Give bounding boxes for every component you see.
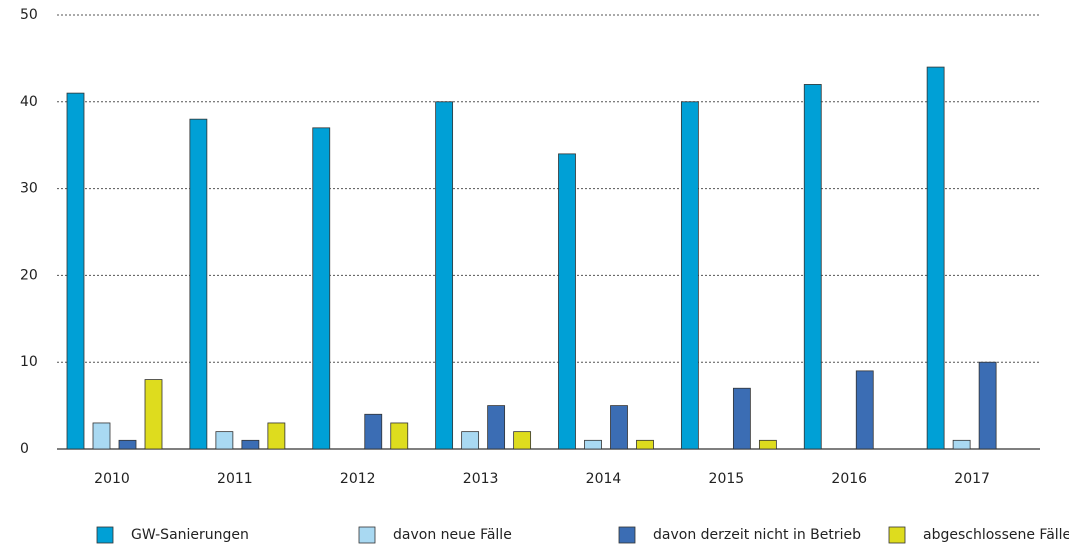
- x-tick-label: 2011: [217, 471, 253, 487]
- legend-swatch: [96, 526, 114, 544]
- bar: [584, 439, 602, 450]
- bar: [978, 361, 997, 450]
- bar: [803, 84, 822, 450]
- legend-swatch: [618, 526, 636, 544]
- bar: [92, 422, 111, 450]
- bar: [610, 405, 628, 450]
- y-tick-label: 50: [20, 7, 38, 23]
- bar: [144, 379, 163, 450]
- y-tick-label: 40: [20, 94, 38, 110]
- y-tick-label: 0: [20, 441, 29, 457]
- x-tick-label: 2016: [831, 471, 867, 487]
- x-tick-label: 2017: [954, 471, 990, 487]
- bar: [855, 370, 874, 450]
- y-tick-label: 30: [20, 181, 38, 197]
- bar: [952, 439, 971, 450]
- bar: [118, 439, 137, 450]
- bar: [926, 66, 945, 450]
- x-tick-label: 2012: [340, 471, 376, 487]
- x-tick-label: 2015: [709, 471, 745, 487]
- bar: [390, 422, 409, 450]
- bar: [189, 118, 208, 450]
- bar: [66, 92, 85, 450]
- bar: [241, 439, 260, 450]
- bar: [215, 431, 234, 450]
- bar: [487, 405, 506, 450]
- legend-label: davon derzeit nicht in Betrieb: [653, 527, 861, 543]
- x-tick-label: 2014: [586, 471, 622, 487]
- legend-label: GW-Sanierungen: [131, 527, 249, 543]
- legend-swatch: [888, 526, 906, 544]
- bar: [758, 439, 777, 450]
- x-tick-label: 2013: [463, 471, 499, 487]
- bar: [435, 101, 454, 450]
- x-tick-label: 2010: [94, 471, 130, 487]
- bar: [558, 153, 576, 450]
- y-tick-label: 20: [20, 267, 38, 283]
- bar: [364, 413, 383, 450]
- bar: [732, 387, 751, 450]
- bar: [461, 431, 480, 450]
- bar: [513, 431, 532, 450]
- legend-swatch: [358, 526, 376, 544]
- bar: [680, 101, 699, 450]
- y-tick-label: 10: [20, 354, 38, 370]
- legend-label: davon neue Fälle: [393, 527, 512, 543]
- legend-label: abgeschlossene Fälle: [923, 527, 1069, 543]
- bar: [312, 127, 331, 450]
- bar: [267, 422, 286, 450]
- bar: [636, 439, 654, 450]
